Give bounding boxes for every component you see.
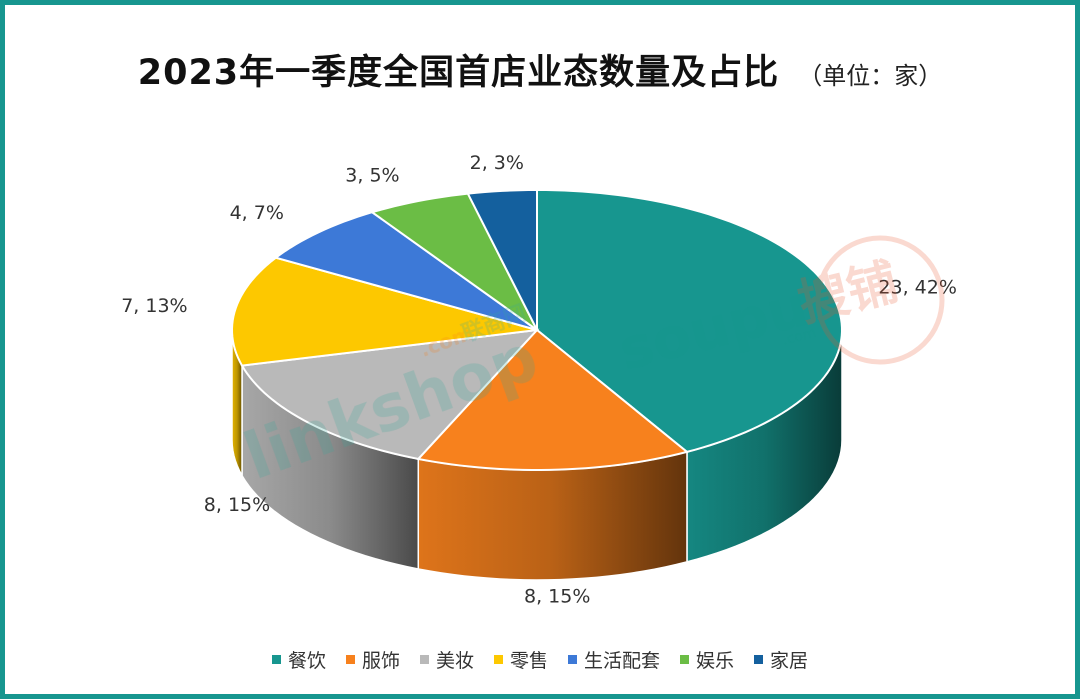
data-label-2: 8, 15%: [204, 494, 270, 516]
data-label-0: 23, 42%: [878, 276, 957, 298]
legend-item-5: 娱乐: [680, 646, 734, 673]
legend-swatch-2: [419, 655, 429, 664]
legend-label-1: 服饰: [361, 650, 400, 672]
legend-item-2: 美妆: [419, 646, 474, 673]
legend-item-3: 零售: [493, 646, 548, 673]
pie-sides: [231, 329, 843, 581]
legend-item-0: 餐饮: [271, 646, 326, 673]
pie-slices: [231, 188, 843, 471]
unit-note: （单位：家）: [798, 62, 943, 90]
pie-slice-3: [231, 256, 538, 367]
chart-title: 2023年一季度全国首店业态数量及占比: [137, 53, 780, 93]
pie-slice-4: [273, 211, 538, 331]
pie-slice-5: [369, 192, 538, 331]
legend-swatch-6: [754, 655, 764, 664]
legend-label-3: 零售: [509, 650, 548, 672]
legend-item-6: 家居: [754, 646, 808, 673]
soupu-cn-watermark: 搜铺: [792, 253, 903, 333]
legend-swatch-3: [493, 655, 503, 664]
pie-slice-0: [536, 188, 843, 453]
data-label-4: 4, 7%: [230, 202, 284, 224]
legend-label-5: 娱乐: [696, 650, 735, 672]
legend-item-1: 服饰: [345, 646, 400, 673]
pie-slice-6: [466, 188, 538, 331]
pie-slice-2: [240, 328, 540, 461]
legend-label-4: 生活配套: [584, 650, 661, 672]
data-labels: 23, 42% 8, 15% 8, 15% 7, 13% 4, 7% 3, 5% 2, 3%: [121, 152, 957, 607]
legend-swatch-0: [271, 655, 281, 664]
legend-swatch-4: [568, 655, 577, 664]
slice-side-1: [417, 450, 688, 581]
data-label-1: 8, 15%: [524, 586, 590, 608]
data-label-5: 3, 5%: [345, 164, 399, 186]
chart-title-area: 2023年一季度全国首店业态数量及占比 （单位：家）: [0, 44, 1080, 95]
pie-slice-1: [416, 328, 690, 471]
chart-legend: 餐饮 服饰 美妆 零售 生活配套 娱乐 家居: [0, 646, 1080, 673]
legend-label-6: 家居: [770, 650, 809, 672]
legend-swatch-5: [680, 655, 690, 664]
data-label-6: 2, 3%: [470, 152, 524, 174]
legend-item-4: 生活配套: [568, 646, 660, 673]
legend-label-0: 餐饮: [287, 650, 326, 672]
soupu-watermark-ring: [815, 235, 945, 365]
legend-swatch-1: [345, 655, 355, 664]
data-label-3: 7, 13%: [121, 295, 187, 317]
legend-label-2: 美妆: [435, 650, 474, 672]
